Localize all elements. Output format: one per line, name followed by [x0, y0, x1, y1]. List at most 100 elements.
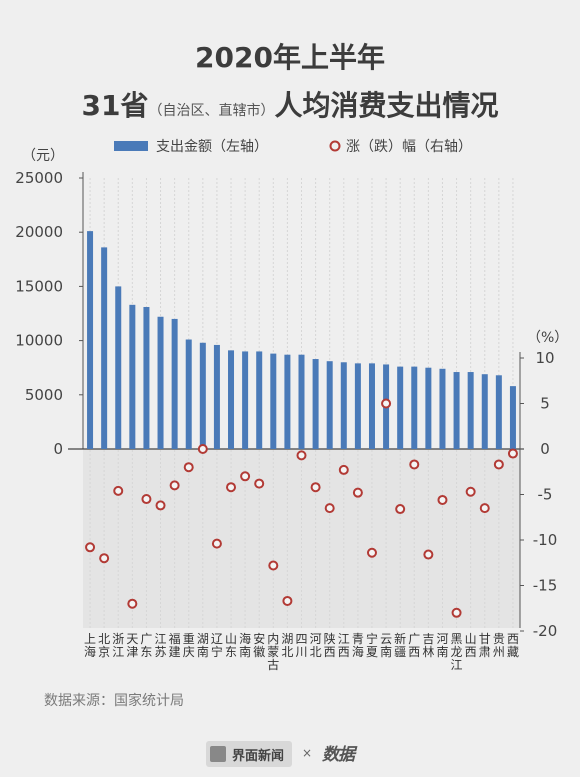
change-marker — [324, 503, 335, 514]
category-label-char: 海 — [84, 644, 96, 659]
change-marker — [423, 549, 434, 560]
category-label: 吉林 — [422, 632, 434, 659]
category-label: 浙江 — [112, 632, 124, 659]
bar — [213, 344, 220, 449]
bar — [87, 231, 94, 449]
change-marker — [99, 553, 110, 564]
category-label: 山西 — [465, 632, 477, 659]
category-label-char: 林 — [422, 645, 434, 659]
left-axis-unit: （元） — [22, 148, 64, 164]
chart-area: 25000 20000 15000 10000 5000 0 （元） 10 5 0 -5 -10 -15… — [15, 139, 568, 672]
category-label: 山东 — [225, 632, 237, 659]
left-tick-label: 0 — [53, 440, 63, 458]
bar — [270, 353, 277, 449]
category-label: 河北 — [310, 632, 322, 659]
bar — [115, 286, 122, 449]
bar — [129, 304, 136, 449]
category-label: 江西 — [338, 632, 350, 659]
left-tick-label: 20000 — [15, 223, 63, 241]
category-label: 广东 — [140, 632, 152, 659]
chart-title-line2: 31省（自治区、直辖市）人均消费支出情况 — [0, 84, 580, 124]
change-marker — [254, 478, 265, 489]
category-label-char: 辽 — [211, 632, 223, 646]
category-label-char: 南 — [239, 644, 251, 659]
left-tick-label: 25000 — [15, 169, 63, 187]
category-label-char: 青 — [352, 632, 364, 646]
left-tick-label: 15000 — [15, 277, 63, 295]
category-label-char: 北 — [98, 632, 110, 646]
category-label: 四川 — [295, 632, 307, 659]
category-label: 福建 — [169, 631, 181, 659]
category-label-char: 江 — [338, 632, 350, 646]
category-label-char: 南 — [436, 644, 448, 659]
legend-bar-swatch — [114, 141, 148, 151]
left-tick-label: 5000 — [25, 386, 63, 404]
category-label-char: 东 — [140, 645, 152, 659]
category-label-char: 藏 — [507, 645, 519, 659]
bar — [298, 354, 305, 449]
change-marker — [465, 486, 476, 497]
bar — [411, 366, 418, 449]
change-marker — [183, 462, 194, 473]
bar — [495, 375, 502, 449]
category-label-char: 南 — [380, 644, 392, 659]
category-label: 湖北 — [281, 631, 293, 659]
right-tick-label: -15 — [533, 577, 558, 595]
bar — [340, 362, 347, 449]
category-label-char: 海 — [239, 631, 251, 646]
change-marker — [141, 494, 152, 505]
category-label-char: 陕 — [324, 631, 336, 646]
change-marker — [507, 448, 518, 459]
category-label: 上海 — [84, 632, 96, 659]
category-label: 重庆 — [183, 632, 195, 659]
change-marker — [240, 471, 251, 482]
category-label-char: 疆 — [394, 645, 406, 659]
chart-title-line1: 2020年上半年 — [195, 41, 385, 74]
category-label-char: 天 — [126, 632, 138, 646]
footer: 界面新闻 × 数据 — [0, 737, 580, 777]
category-label-char: 广 — [140, 632, 152, 646]
change-marker — [85, 542, 96, 553]
category-label-char: 湖 — [197, 631, 209, 646]
change-marker — [268, 560, 279, 571]
data-source: 数据来源：国家统计局 — [44, 693, 184, 709]
bar — [439, 368, 446, 449]
bar — [509, 386, 516, 449]
title-main2: 人均消费支出情况 — [274, 89, 499, 122]
category-label-char: 北 — [281, 645, 293, 659]
category-label-char: 贵 — [493, 632, 505, 646]
category-label-char: 甘 — [479, 632, 491, 646]
change-marker — [338, 464, 349, 475]
category-label-char: 上 — [84, 632, 96, 646]
category-label-char: 广 — [408, 632, 420, 646]
category-label-char: 吉 — [422, 632, 434, 646]
category-label: 贵州 — [493, 632, 505, 659]
legend-marker-swatch — [329, 140, 341, 152]
category-label-char: 山 — [225, 632, 237, 646]
bar — [143, 306, 150, 449]
right-tick-label: -20 — [533, 622, 558, 640]
brand-shujuju: 数据 — [322, 745, 355, 765]
category-label-char: 西 — [408, 645, 420, 659]
category-label: 河南 — [436, 632, 448, 659]
category-label: 甘肃 — [479, 632, 491, 659]
category-label: 青海 — [352, 632, 364, 659]
category-label-char: 安 — [253, 631, 265, 646]
change-marker — [352, 487, 363, 498]
bar — [185, 339, 192, 449]
change-marker — [366, 547, 377, 558]
category-label: 海南 — [239, 631, 251, 659]
category-label-char: 庆 — [183, 645, 195, 659]
category-label: 云南 — [380, 632, 392, 659]
category-label-char: 西 — [338, 645, 350, 659]
change-marker — [451, 607, 462, 618]
change-marker — [296, 450, 307, 461]
category-label-char: 京 — [98, 645, 110, 659]
bar — [199, 342, 206, 449]
bar — [354, 363, 361, 449]
bar — [256, 351, 263, 449]
change-marker — [127, 598, 138, 609]
category-label: 安徽 — [253, 631, 265, 659]
category-label-char: 黑 — [451, 632, 463, 646]
change-marker — [381, 398, 392, 409]
